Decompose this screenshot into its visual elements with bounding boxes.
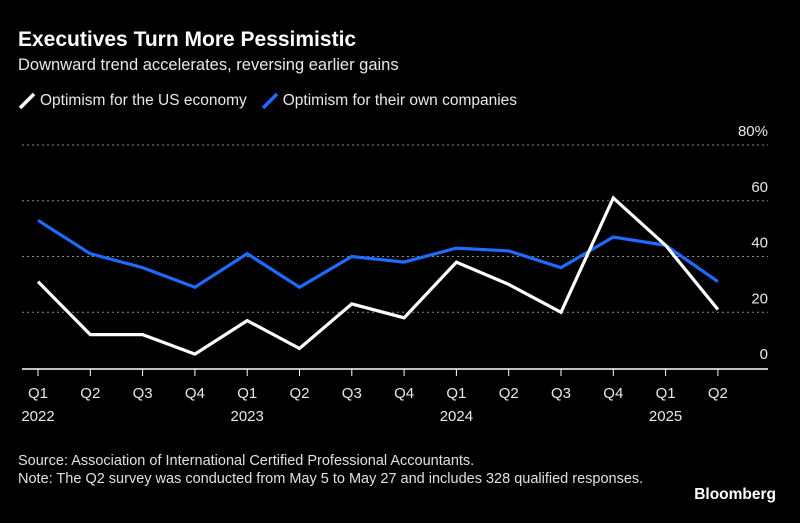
x-year-label-2022: 2022 [21,408,54,425]
x-year-label-2024: 2024 [440,408,473,425]
legend-label-own-companies: Optimism for their own companies [282,92,518,109]
x-tick-label: Q2 [499,385,519,402]
x-tick-label: Q1 [446,385,466,402]
bloomberg-logo: Bloomberg [694,486,776,503]
legend-item-us-economy: Optimism for the US economy [18,92,247,110]
survey-note: Note: The Q2 survey was conducted from M… [18,471,644,487]
x-year-label-2025: 2025 [649,408,682,425]
source-note: Source: Association of International Cer… [18,453,475,469]
x-year-label-2023: 2023 [231,408,264,425]
chart-title: Executives Turn More Pessimistic [18,28,357,51]
x-tick-label: Q4 [394,385,414,402]
legend-label-us-economy: Optimism for the US economy [40,92,247,109]
x-tick-label: Q4 [603,385,623,402]
legend-line-us-economy [18,92,36,110]
chart-subtitle: Downward trend accelerates, reversing ea… [18,56,399,74]
line-chart: 0 20 40 60 80% Q1 Q2 Q3 Q4 Q1 Q2 Q3 Q4 Q1 Q2 Q3 Q4 Q1 Q2 20… [21,123,768,425]
legend-swatch-us-economy [18,92,36,110]
x-tick-label: Q2 [289,385,309,402]
legend-swatch-own-companies [261,92,279,110]
x-tick-label: Q1 [656,385,676,402]
x-tick-label: Q2 [80,385,100,402]
chart-legend: Optimism for the US economy Optimism for… [18,92,531,110]
legend-item-own-companies: Optimism for their own companies [261,92,517,110]
chart-footer: Source: Association of International Cer… [18,452,658,488]
y-tick-label-20: 20 [751,290,768,307]
y-tick-label-60: 60 [751,179,768,196]
y-tick-label-0: 0 [760,346,768,363]
x-tick-label: Q1 [237,385,257,402]
y-tick-label-40: 40 [751,235,768,252]
x-tick-label: Q3 [342,385,362,402]
x-tick-label: Q4 [185,385,205,402]
legend-line-own-companies [261,92,278,110]
y-tick-label-80: 80% [738,123,768,140]
x-tick-label: Q3 [133,385,153,402]
x-tick-label: Q3 [551,385,571,402]
series-line-own-companies [37,218,719,290]
series-line-us-economy [36,195,720,356]
x-tick-label: Q1 [28,385,48,402]
x-tick-label: Q2 [708,385,728,402]
